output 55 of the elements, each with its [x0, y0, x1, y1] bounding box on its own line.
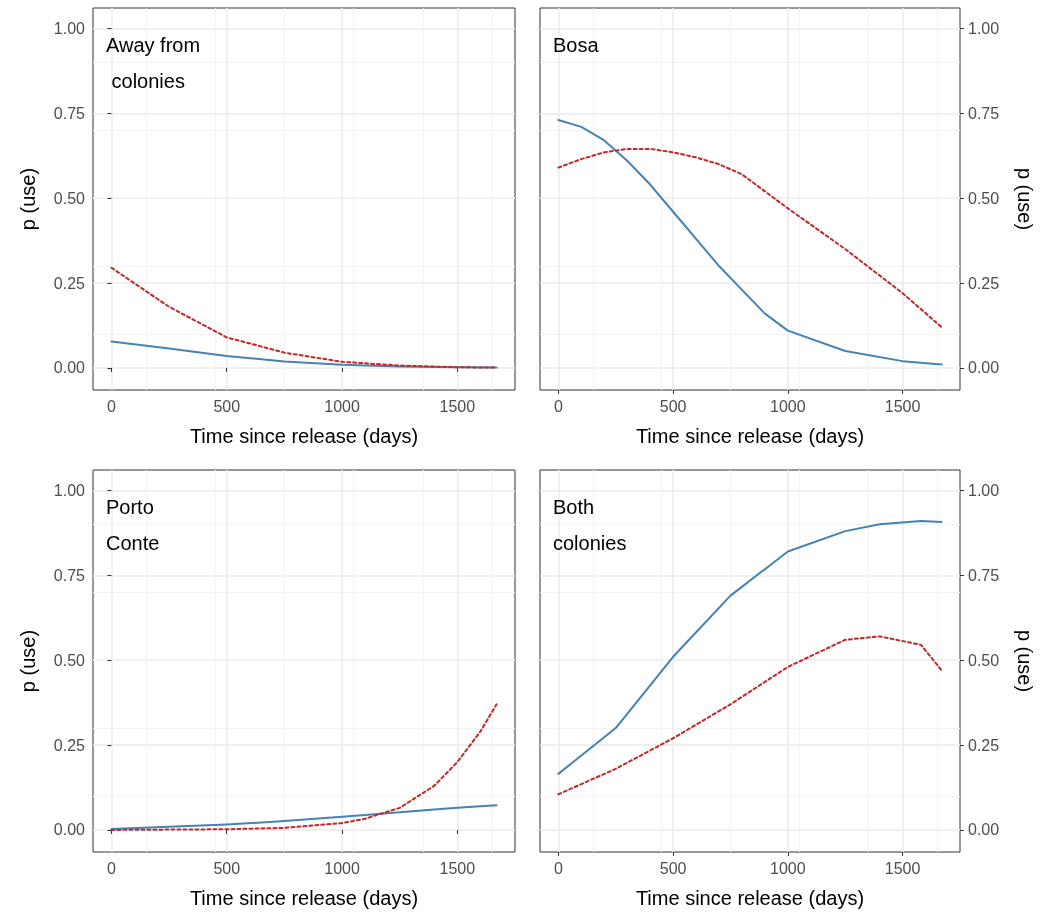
y-tick-label: 0.50 [53, 189, 86, 207]
line-series [557, 147, 943, 329]
y-axis-title: p (use) [17, 629, 39, 693]
line-series [110, 703, 498, 831]
y-tick-label: 0.25 [53, 274, 86, 292]
y2-tick-label: 0.25 [968, 736, 1000, 754]
y2-tick-label: 1.00 [968, 481, 1000, 499]
x-tick-label: 1000 [770, 859, 806, 877]
x-tick-label: 1500 [439, 397, 476, 415]
y-axis-title: p (use) [17, 167, 39, 231]
x-axis-title: Time since release (days) [189, 887, 419, 909]
x-tick-label: 1500 [884, 397, 921, 415]
y-tick-label: 0.25 [53, 736, 86, 754]
y-tick-label: 0.75 [53, 104, 86, 122]
y2-tick-label: 0.75 [968, 104, 1000, 122]
x-tick-label: 0 [553, 397, 563, 415]
text: Bosa [553, 34, 600, 56]
x-tick-label: 500 [213, 397, 241, 415]
x-tick-label: 1000 [324, 397, 360, 415]
y-tick-label: 0.50 [53, 651, 86, 669]
x-tick-label: 500 [213, 859, 241, 877]
line-series [557, 635, 943, 796]
x-tick-label: 500 [659, 859, 687, 877]
x-tick-label: 1000 [770, 397, 806, 415]
y2-axis-title: p (use) [1014, 167, 1036, 231]
y-tick-label: 1.00 [53, 19, 86, 37]
x-tick-label: 1500 [439, 859, 476, 877]
x-tick-label: 0 [106, 859, 116, 877]
y2-tick-label: 0.00 [968, 359, 1000, 377]
line-series [110, 266, 498, 369]
x-tick-label: 0 [106, 397, 116, 415]
text: Both colonies [553, 496, 627, 554]
y-tick-label: 0.75 [53, 566, 86, 584]
x-tick-label: 1000 [324, 859, 360, 877]
y2-tick-label: 0.25 [968, 274, 1000, 292]
y2-tick-label: 0.75 [968, 566, 1000, 584]
line-series [110, 340, 498, 369]
x-axis-title: Time since release (days) [635, 425, 865, 447]
x-axis-title: Time since release (days) [189, 425, 419, 447]
text: Away from colonies [106, 34, 201, 92]
line-series [110, 804, 498, 830]
x-tick-label: 0 [553, 859, 563, 877]
y2-tick-label: 0.50 [968, 189, 1000, 207]
text: Porto Conte [106, 496, 160, 554]
y2-axis-title: p (use) [1014, 629, 1036, 693]
y-tick-label: 0.00 [53, 359, 86, 377]
x-tick-label: 500 [659, 397, 687, 415]
line-series [557, 119, 943, 366]
y2-tick-label: 1.00 [968, 19, 1000, 37]
y-tick-label: 0.00 [53, 821, 86, 839]
y2-tick-label: 0.00 [968, 821, 1000, 839]
y-tick-label: 1.00 [53, 481, 86, 499]
x-tick-label: 1500 [884, 859, 921, 877]
x-axis-title: Time since release (days) [635, 887, 865, 909]
y2-tick-label: 0.50 [968, 651, 1000, 669]
